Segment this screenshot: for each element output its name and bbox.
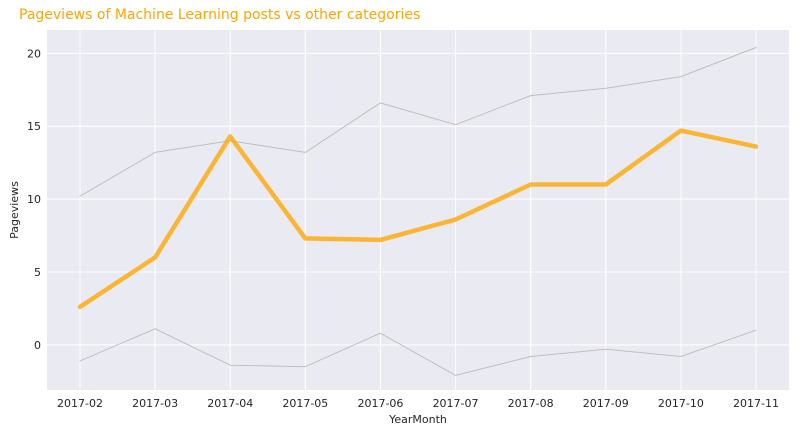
x-tick-label: 2017-05: [282, 397, 328, 410]
y-tick-label: 15: [27, 120, 41, 133]
y-tick-label: 20: [27, 47, 41, 60]
series-lines: [77, 47, 759, 376]
series-line-highlighted: [77, 128, 759, 310]
series-line-2: [79, 328, 757, 376]
y-tick-label: 0: [34, 339, 41, 352]
chart-title: Pageviews of Machine Learning posts vs o…: [19, 7, 421, 23]
x-tick-label: 2017-08: [508, 397, 554, 410]
y-tick-label: 5: [34, 266, 41, 279]
x-tick-label: 2017-02: [57, 397, 103, 410]
y-axis-label: Pageviews: [8, 181, 21, 239]
x-tick-label: 2017-11: [733, 397, 779, 410]
x-tick-label: 2017-03: [132, 397, 178, 410]
y-tick-label: 10: [27, 193, 41, 206]
x-tick-label: 2017-06: [357, 397, 403, 410]
series-line-1: [79, 47, 757, 197]
x-axis-ticks: 2017-02 2017-03 2017-04 2017-05 2017-06 2017-…: [57, 397, 779, 410]
plot-area: [47, 30, 789, 390]
x-tick-label: 2017-04: [207, 397, 253, 410]
y-axis-ticks: 0 5 10 15 20: [27, 47, 41, 351]
x-tick-label: 2017-10: [658, 397, 704, 410]
gridlines: [47, 30, 789, 390]
x-tick-label: 2017-09: [583, 397, 629, 410]
x-tick-label: 2017-07: [433, 397, 479, 410]
x-axis-label: YearMonth: [388, 413, 447, 426]
